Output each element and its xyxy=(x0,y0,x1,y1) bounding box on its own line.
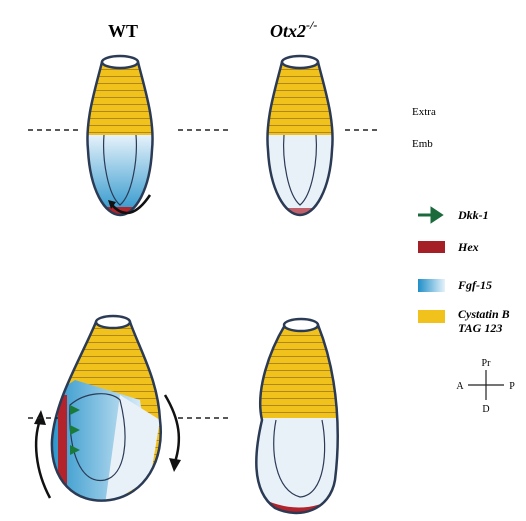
legend-swatch xyxy=(418,241,445,253)
legend-swatch xyxy=(418,279,445,292)
embryo-otx2-early xyxy=(260,55,340,220)
legend-label: Fgf-15 xyxy=(457,278,492,292)
diagram: WT Otx2-/- Extra Emb Dkk-1 Hex Fgf-15 Cy… xyxy=(0,0,526,521)
title-otx2-name: Otx2 xyxy=(270,21,306,41)
title-otx2-sup: -/- xyxy=(306,18,317,32)
axis-label: P xyxy=(509,381,515,392)
embryos xyxy=(34,55,345,520)
embryo-otx2-late xyxy=(250,318,345,520)
embryo-wt-late xyxy=(45,315,170,510)
legend-label: Cystatin B xyxy=(458,307,510,321)
axis-label: A xyxy=(456,381,464,392)
axes-cross: Pr A P D xyxy=(456,358,515,415)
legend-swatch xyxy=(418,310,445,323)
axis-label: D xyxy=(482,404,489,415)
title-wt: WT xyxy=(108,21,138,41)
embryo-wt-early xyxy=(80,55,160,220)
legend-label: Hex xyxy=(457,240,479,254)
region-label: Emb xyxy=(412,138,433,150)
legend-label: TAG 123 xyxy=(458,321,502,335)
legend: Dkk-1 Hex Fgf-15 Cystatin B TAG 123 xyxy=(418,208,510,335)
region-label: Extra xyxy=(412,106,436,118)
axis-label: Pr xyxy=(482,358,492,369)
title-otx2: Otx2-/- xyxy=(270,18,317,41)
legend-label: Dkk-1 xyxy=(457,208,489,222)
